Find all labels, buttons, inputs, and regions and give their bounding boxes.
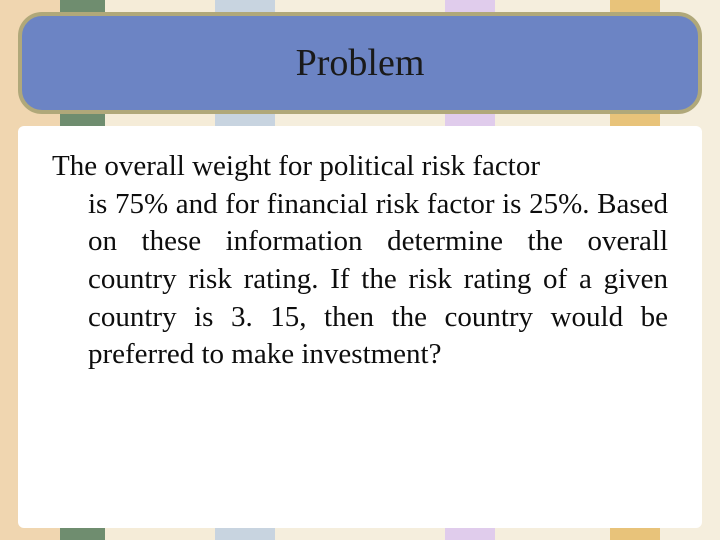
problem-text: The overall weight for political risk fa… <box>52 148 668 374</box>
slide-header: Problem <box>18 12 702 114</box>
slide-body: The overall weight for political risk fa… <box>18 126 702 528</box>
slide-title: Problem <box>296 41 425 85</box>
problem-text-line1: The overall weight for political risk fa… <box>52 150 540 182</box>
problem-text-rest: is 75% and for financial risk factor is … <box>52 186 668 374</box>
